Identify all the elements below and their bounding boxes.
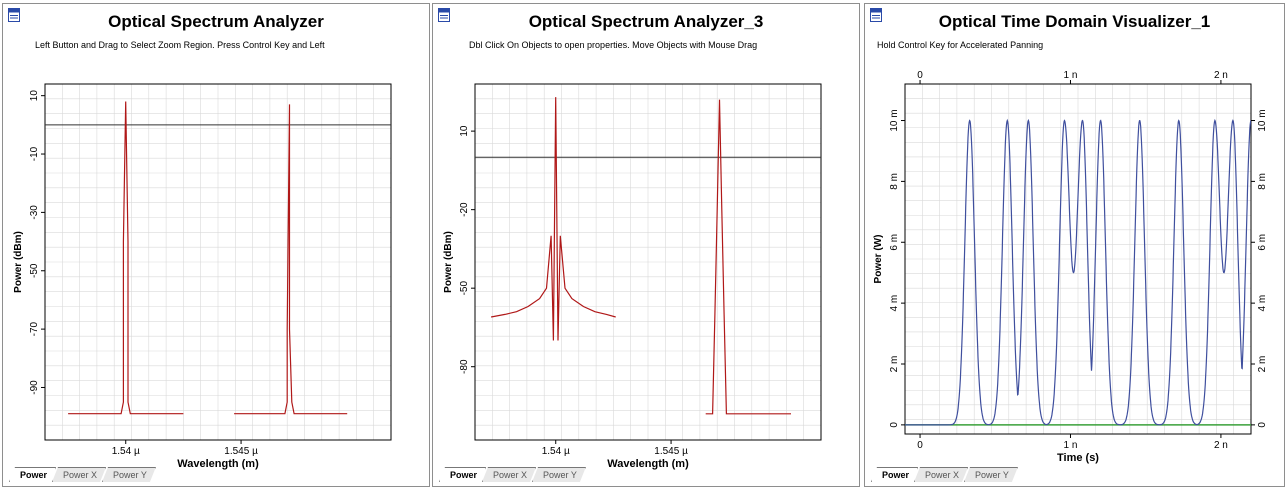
document-icon [438, 8, 450, 22]
spectrum-trace [234, 104, 348, 415]
y-tick-label-right: 2 m [1257, 356, 1268, 373]
tab-power-x[interactable]: Power X [914, 467, 968, 482]
x-tick-label: 1.545 µ [654, 446, 688, 457]
x-axis-label: Wavelength (m) [177, 458, 259, 470]
grid [474, 83, 822, 441]
y-tick-label: -20 [459, 202, 470, 217]
plot-frame [44, 83, 392, 441]
y-tick-label: 10 [459, 125, 470, 137]
tab-power[interactable]: Power [9, 467, 56, 482]
y-tick-label: 8 m [889, 173, 900, 190]
grid [904, 83, 1252, 435]
y-tick-label: 10 [29, 90, 40, 102]
tab-power-y[interactable]: Power Y [964, 467, 1018, 482]
document-icon [8, 8, 20, 22]
y-tick-label-right: 0 [1257, 422, 1268, 428]
panel-title: Optical Spectrum Analyzer [108, 12, 324, 31]
panel-hint: Hold Control Key for Accelerated Panning [877, 40, 1044, 50]
time-domain-visualizer-panel: Optical Time Domain Visualizer_1 Hold Co… [864, 3, 1285, 487]
tab-strip: Power Power X Power Y [871, 466, 1014, 482]
tab-power-x[interactable]: Power X [52, 467, 106, 482]
y-tick-label: -50 [29, 263, 40, 278]
tab-power-y[interactable]: Power Y [102, 467, 156, 482]
panel-title: Optical Spectrum Analyzer_3 [528, 12, 764, 31]
y-axis-label: Power (W) [873, 235, 884, 284]
spectrum-trace [705, 99, 791, 415]
tab-power[interactable]: Power [439, 467, 486, 482]
y-axis-label: Power (dBm) [443, 231, 454, 293]
x-tick-label-top: 2 n [1214, 70, 1228, 81]
x-tick-label: 0 [917, 440, 923, 451]
y-axis-label: Power (dBm) [13, 231, 24, 293]
y-tick-label: 4 m [889, 295, 900, 312]
document-icon [870, 8, 882, 22]
plot-frame [904, 83, 1252, 435]
panel-title: Optical Time Domain Visualizer_1 [938, 12, 1211, 31]
y-tick-label: -10 [29, 146, 40, 161]
y-tick-label: 6 m [889, 234, 900, 251]
spectrum-analyzer-3-panel: Optical Spectrum Analyzer_3 Dbl Click On… [432, 3, 860, 487]
tab-power-y[interactable]: Power Y [532, 467, 586, 482]
panel-hint: Left Button and Drag to Select Zoom Regi… [35, 40, 325, 50]
y-tick-label: 10 m [889, 109, 900, 131]
y-tick-label-right: 4 m [1257, 295, 1268, 312]
x-tick-label-top: 1 n [1064, 70, 1078, 81]
y-tick-label-right: 10 m [1257, 109, 1268, 131]
y-tick-label-right: 8 m [1257, 173, 1268, 190]
tab-power-x[interactable]: Power X [482, 467, 536, 482]
x-tick-label: 1.54 µ [112, 446, 140, 457]
x-axis-label: Wavelength (m) [607, 458, 689, 470]
x-axis-label: Time (s) [1057, 452, 1099, 464]
y-tick-label: -80 [459, 359, 470, 374]
x-tick-label-top: 0 [917, 70, 923, 81]
spectrum-analyzer-panel: Optical Spectrum Analyzer Left Button an… [2, 3, 430, 487]
x-tick-label: 1.54 µ [542, 446, 570, 457]
y-tick-label-right: 6 m [1257, 234, 1268, 251]
time-domain-plot[interactable]: 0 0 2 m 2 m 4 m 4 m 6 m 6 m 8 m 8 m 10 m 10 m 0 0 1 n 1… [865, 4, 1286, 488]
plot-area [45, 101, 391, 415]
y-tick-label: -70 [29, 321, 40, 336]
tab-strip: Power Power X Power Y [9, 466, 152, 482]
y-tick-label: 2 m [889, 356, 900, 373]
spectrum-plot[interactable]: 10 -10 -30 -50 -70 -90 1.54 µ 1.545 µWavelength… [3, 4, 431, 488]
grid [44, 83, 392, 441]
x-tick-label: 1 n [1064, 440, 1078, 451]
tab-strip: Power Power X Power Y [439, 466, 582, 482]
spectrum-trace [490, 97, 616, 341]
plot-area [475, 97, 821, 415]
panel-hint: Dbl Click On Objects to open properties.… [469, 40, 758, 50]
spectrum-trace [68, 101, 184, 415]
plot-frame [474, 83, 822, 441]
plot-area [905, 118, 1251, 426]
tab-power[interactable]: Power [871, 467, 918, 482]
x-tick-label: 1.545 µ [224, 446, 258, 457]
y-tick-label: 0 [889, 422, 900, 428]
y-tick-label: -30 [29, 205, 40, 220]
y-tick-label: -50 [459, 281, 470, 296]
y-tick-label: -90 [29, 380, 40, 395]
pulse-trace [905, 118, 1251, 426]
x-tick-label: 2 n [1214, 440, 1228, 451]
